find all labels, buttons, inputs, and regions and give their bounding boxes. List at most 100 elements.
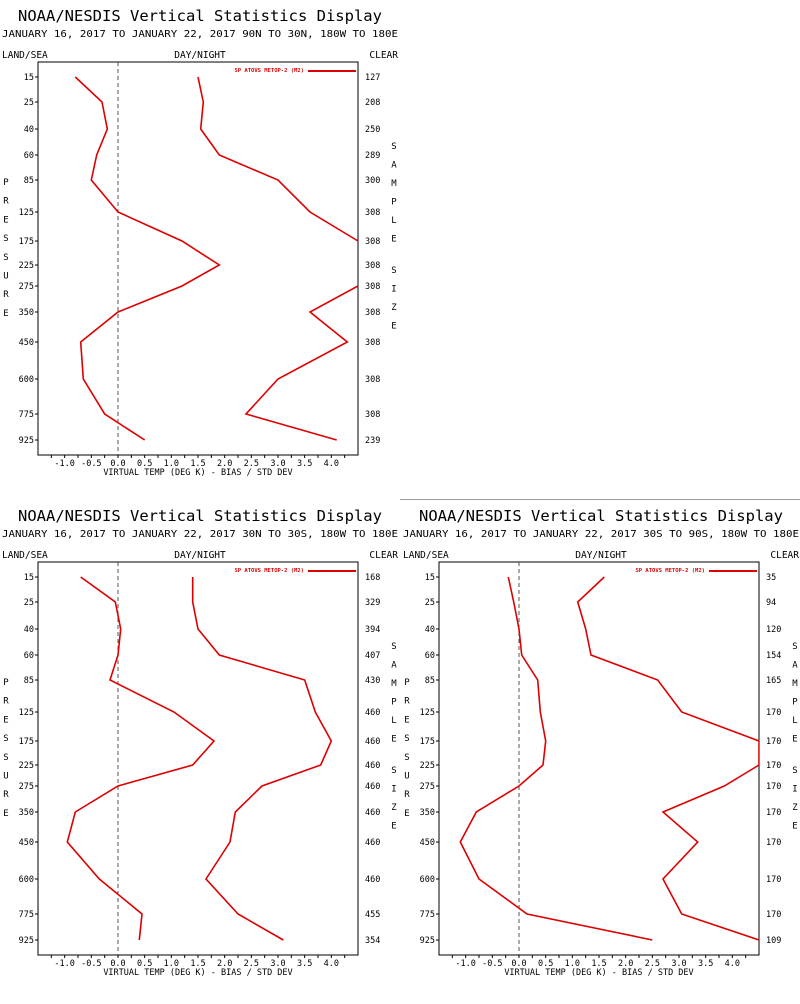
sample-size-label: 165 bbox=[766, 676, 781, 686]
size-axis-letter: E bbox=[391, 322, 396, 332]
sample-size-label: 300 bbox=[365, 176, 380, 186]
pressure-axis-letter: R bbox=[3, 790, 9, 800]
sample-axis-letter: P bbox=[391, 198, 397, 208]
sample-size-label: 354 bbox=[365, 936, 380, 946]
sample-size-label: 460 bbox=[365, 838, 380, 848]
sample-size-label: 170 bbox=[766, 875, 781, 885]
pressure-tick-label: 225 bbox=[19, 761, 34, 771]
pressure-tick-label: 275 bbox=[19, 282, 34, 292]
sample-size-label: 170 bbox=[766, 838, 781, 848]
x-tick-label: -1.0 bbox=[54, 959, 74, 969]
sample-size-label: 308 bbox=[365, 208, 380, 218]
pressure-axis-letter: S bbox=[404, 734, 409, 744]
sample-size-label: 430 bbox=[365, 676, 380, 686]
std-dev-line bbox=[576, 576, 759, 941]
x-tick-label: 0.0 bbox=[110, 959, 125, 969]
sample-size-label: 168 bbox=[365, 573, 380, 583]
pressure-axis-letter: E bbox=[404, 715, 409, 725]
sample-axis-letter: L bbox=[391, 216, 396, 226]
pressure-tick-label: 600 bbox=[420, 875, 435, 885]
pressure-axis-letter: S bbox=[3, 234, 8, 244]
panel-svg: NOAA/NESDIS Vertical Statistics Display J… bbox=[2, 7, 398, 478]
pressure-tick-label: 600 bbox=[19, 375, 34, 385]
x-tick-label: -0.5 bbox=[482, 959, 502, 969]
x-axis-label: VIRTUAL TEMP (DEG K) - BIAS / STD DEV bbox=[504, 968, 693, 978]
x-tick-label: 1.0 bbox=[164, 959, 179, 969]
pressure-tick-label: 125 bbox=[19, 208, 34, 218]
sample-size-label: 407 bbox=[365, 651, 380, 661]
x-tick-label: -1.0 bbox=[455, 959, 475, 969]
x-axis-label: VIRTUAL TEMP (DEG K) - BIAS / STD DEV bbox=[103, 468, 292, 478]
x-tick-label: 0.5 bbox=[137, 959, 152, 969]
pressure-tick-label: 25 bbox=[24, 98, 34, 108]
sample-axis-letter: A bbox=[391, 661, 397, 671]
sample-axis-letter: S bbox=[391, 642, 396, 652]
pressure-tick-label: 60 bbox=[24, 651, 34, 661]
pressure-tick-label: 775 bbox=[19, 410, 34, 420]
sample-size-label: 239 bbox=[365, 436, 380, 446]
pressure-axis-letter: P bbox=[404, 678, 410, 688]
sample-size-label: 308 bbox=[365, 410, 380, 420]
sample-axis-letter: P bbox=[792, 698, 798, 708]
x-tick-label: 3.5 bbox=[297, 959, 312, 969]
bias-line bbox=[74, 76, 221, 441]
sample-size-label: 460 bbox=[365, 708, 380, 718]
day-night-label: DAY/NIGHT bbox=[575, 550, 627, 561]
size-axis-letter: E bbox=[391, 822, 396, 832]
size-axis-letter: S bbox=[391, 266, 396, 276]
pressure-tick-label: 225 bbox=[19, 261, 34, 271]
sample-axis-letter: S bbox=[391, 142, 396, 152]
sample-size-label: 170 bbox=[766, 737, 781, 747]
size-axis-letter: E bbox=[792, 822, 797, 832]
pressure-axis-letter: E bbox=[3, 215, 8, 225]
chart-title: NOAA/NESDIS Vertical Statistics Display bbox=[18, 7, 382, 25]
x-tick-label: 3.5 bbox=[698, 959, 713, 969]
sample-axis-letter: E bbox=[391, 735, 396, 745]
sample-size-label: 170 bbox=[766, 761, 781, 771]
pressure-tick-label: 175 bbox=[19, 237, 34, 247]
size-axis-letter: I bbox=[792, 785, 797, 795]
pressure-tick-label: 125 bbox=[19, 708, 34, 718]
panel-svg: NOAA/NESDIS Vertical Statistics Display J… bbox=[2, 507, 398, 978]
x-tick-label: 2.5 bbox=[244, 459, 259, 469]
land-sea-label: LAND/SEA bbox=[2, 50, 48, 61]
size-axis-letter: Z bbox=[391, 303, 397, 313]
land-sea-label: LAND/SEA bbox=[2, 550, 48, 561]
pressure-axis-letter: S bbox=[3, 734, 8, 744]
legend-label: SP ATOVS METOP-2 (M2) bbox=[234, 68, 304, 74]
sample-size-label: 170 bbox=[766, 910, 781, 920]
pressure-tick-label: 925 bbox=[19, 436, 34, 446]
pressure-tick-label: 450 bbox=[19, 838, 34, 848]
sample-size-label: 289 bbox=[365, 151, 380, 161]
x-tick-label: 4.0 bbox=[324, 959, 339, 969]
bias-line bbox=[459, 576, 653, 941]
sample-axis-letter: L bbox=[792, 716, 797, 726]
pressure-axis-letter: E bbox=[3, 309, 8, 319]
sample-size-label: 170 bbox=[766, 708, 781, 718]
pressure-tick-label: 450 bbox=[420, 838, 435, 848]
chart-subtitle: JANUARY 16, 2017 TO JANUARY 22, 2017 90N… bbox=[2, 29, 398, 40]
pressure-tick-label: 25 bbox=[24, 598, 34, 608]
x-tick-label: 1.0 bbox=[164, 459, 179, 469]
sample-size-label: 308 bbox=[365, 338, 380, 348]
horizontal-divider bbox=[0, 499, 800, 500]
sample-size-label: 308 bbox=[365, 375, 380, 385]
pressure-tick-label: 15 bbox=[24, 73, 34, 83]
sample-axis-letter: E bbox=[391, 235, 396, 245]
pressure-axis-letter: S bbox=[3, 753, 8, 763]
pressure-tick-label: 15 bbox=[425, 573, 435, 583]
pressure-axis-letter: S bbox=[3, 253, 8, 263]
sample-size-label: 308 bbox=[365, 237, 380, 247]
sample-size-label: 208 bbox=[365, 98, 380, 108]
day-night-label: DAY/NIGHT bbox=[174, 550, 226, 561]
sample-axis-letter: P bbox=[391, 698, 397, 708]
x-tick-label: 0.5 bbox=[538, 959, 553, 969]
x-tick-label: 3.0 bbox=[270, 959, 285, 969]
day-night-label: DAY/NIGHT bbox=[174, 50, 226, 61]
size-axis-letter: S bbox=[792, 766, 797, 776]
x-tick-label: 0.5 bbox=[137, 459, 152, 469]
pressure-tick-label: 175 bbox=[19, 737, 34, 747]
pressure-tick-label: 60 bbox=[425, 651, 435, 661]
sample-size-label: 308 bbox=[365, 282, 380, 292]
bias-line bbox=[66, 576, 216, 941]
